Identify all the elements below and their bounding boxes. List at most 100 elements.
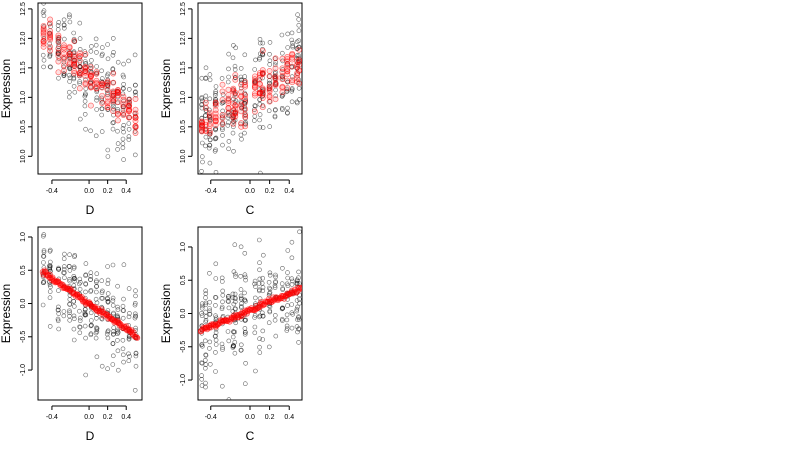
observed-point [213, 276, 219, 281]
observed-point [207, 77, 213, 83]
observed-point [220, 347, 225, 352]
observed-point [203, 93, 209, 99]
observed-point [120, 91, 126, 97]
observed-point [295, 304, 300, 310]
observed-point [99, 295, 104, 301]
observed-point [259, 310, 265, 316]
observed-point [71, 84, 77, 89]
observed-point [200, 140, 205, 146]
observed-point [230, 55, 236, 61]
fitted-point [120, 112, 127, 118]
observed-point [266, 292, 272, 298]
observed-point [220, 279, 225, 284]
fitted-point [238, 103, 245, 110]
observed-point [207, 270, 212, 276]
observed-point [285, 31, 291, 37]
observed-point [225, 298, 231, 304]
observed-point [199, 373, 204, 378]
y-tick-label: 10.5 [180, 120, 187, 134]
observed-point [203, 384, 208, 390]
observed-point [253, 284, 258, 289]
observed-point [212, 136, 218, 142]
y-tick-label: 11.0 [180, 91, 187, 104]
observed-point [284, 323, 290, 329]
fitted-point [225, 100, 232, 106]
observed-point [72, 304, 77, 309]
observed-point [243, 298, 248, 304]
observed-point [203, 134, 209, 140]
observed-point [242, 331, 248, 337]
fitted-point [256, 81, 263, 88]
observed-point [213, 350, 218, 355]
observed-point [213, 170, 219, 174]
observed-point [252, 324, 258, 330]
x-tick-label: 0.4 [121, 414, 131, 421]
observed-point [238, 244, 244, 250]
fitted-point [110, 98, 117, 105]
observed-point [294, 53, 300, 58]
observed-point [99, 278, 104, 284]
y-tick-label: 1.0 [180, 242, 187, 252]
observed-point [55, 318, 61, 324]
observed-point [110, 120, 116, 126]
y-axis-title: Expression [0, 59, 13, 118]
fitted-point [266, 73, 273, 80]
fitted-point [259, 47, 266, 54]
fitted-point [206, 121, 213, 127]
observed-point [296, 275, 301, 281]
observed-point [213, 295, 218, 300]
observed-point [132, 302, 138, 308]
x-tick-label: 0.4 [284, 188, 294, 195]
fitted-point [132, 124, 139, 131]
observed-point [213, 135, 219, 141]
observed-point [62, 251, 67, 257]
panel-top-right: -0.4 0.0 0.2 0.4 C 10.0 10.5 11.0 11.5 12.0 12.5 Ex… [159, 2, 303, 217]
observed-point [203, 317, 209, 323]
observed-point [219, 341, 225, 347]
observed-point [226, 74, 231, 80]
observed-point [285, 283, 291, 289]
fitted-point [266, 84, 273, 91]
observed-point [56, 75, 61, 81]
observed-point [120, 337, 126, 343]
fitted-point [206, 122, 213, 129]
observed-point [296, 53, 302, 59]
observed-point [220, 345, 225, 350]
fitted-point [259, 86, 266, 93]
observed-point [111, 80, 116, 85]
observed-point [296, 340, 301, 345]
observed-point [266, 344, 272, 350]
fitted-point [40, 30, 47, 37]
observed-point [230, 130, 236, 136]
fitted-point [251, 108, 258, 115]
observed-point [219, 304, 225, 310]
observed-point [77, 47, 83, 52]
observed-point [94, 50, 99, 55]
fitted-point [110, 92, 117, 99]
observed-point [77, 308, 82, 314]
observed-point [40, 233, 46, 239]
observed-point [230, 334, 236, 340]
fitted-point [132, 96, 139, 102]
fitted-point [259, 91, 266, 98]
observed-point [225, 123, 231, 128]
observed-point [67, 308, 72, 314]
y-tick-label: 11.5 [20, 61, 27, 74]
x-tick-label: 0.2 [103, 188, 113, 195]
observed-point [67, 317, 72, 323]
observed-point [127, 354, 132, 359]
observed-point [71, 76, 77, 82]
observed-point [266, 320, 272, 326]
fitted-point [66, 44, 73, 51]
observed-point [252, 281, 257, 287]
observed-point [41, 3, 46, 6]
observed-point [61, 270, 66, 276]
observed-point [252, 103, 258, 108]
observed-point [200, 303, 205, 309]
observed-point [257, 124, 263, 130]
observed-point [296, 317, 302, 322]
fitted-point [272, 65, 279, 72]
fitted-point [219, 88, 226, 95]
observed-point [203, 288, 208, 294]
observed-point [67, 252, 72, 257]
